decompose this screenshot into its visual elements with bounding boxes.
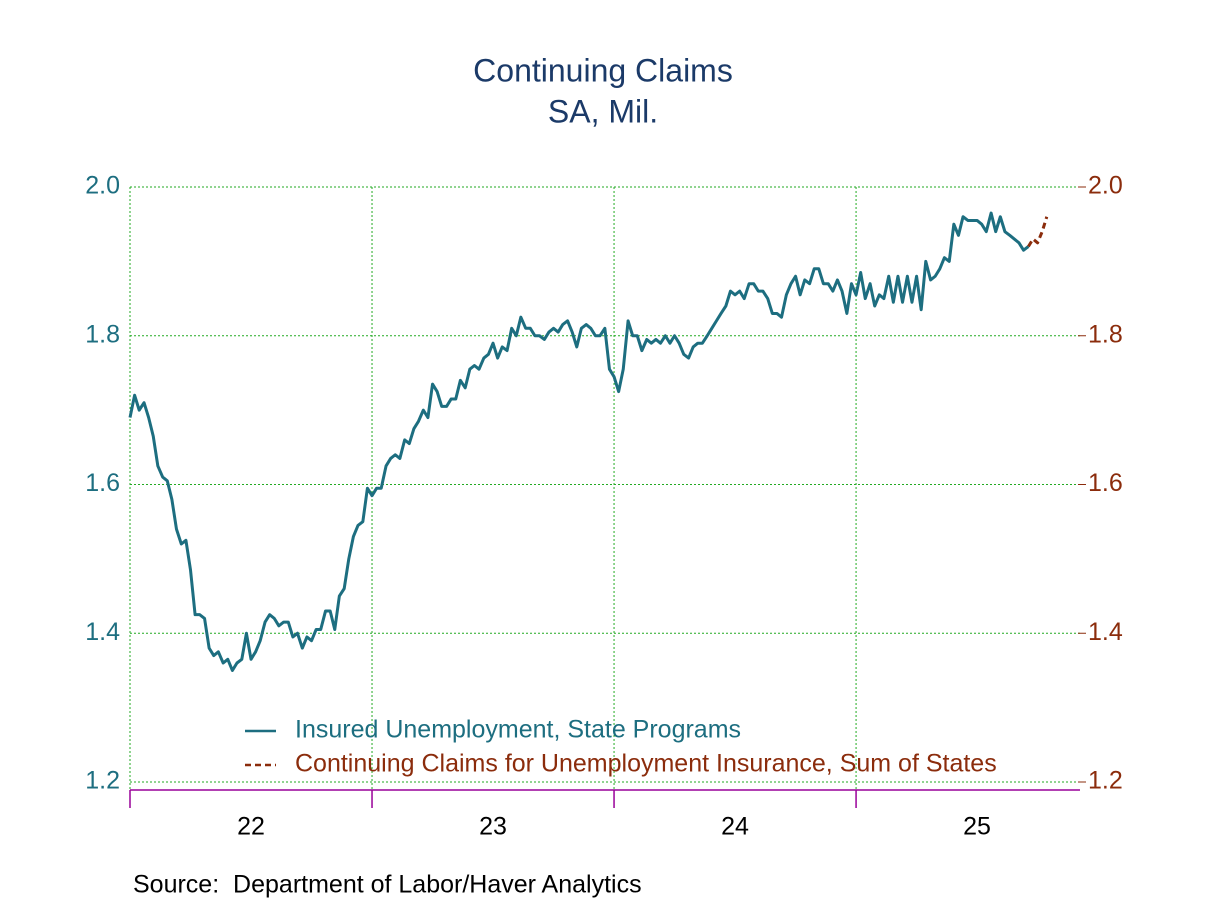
x-tick-label: 24 [721, 813, 749, 841]
y2-tick-label: 1.6 [1088, 469, 1123, 497]
y-tick-label: 1.6 [85, 469, 120, 497]
x-tick-label: 23 [479, 813, 507, 841]
x-tick-label: 22 [237, 813, 265, 841]
y2-tick-label: 2.0 [1088, 172, 1123, 200]
series-line [128, 211, 1030, 672]
y2-tick-label: 1.2 [1088, 767, 1123, 795]
y2-tick-label: 1.8 [1088, 320, 1123, 348]
series-line [1027, 216, 1049, 248]
x-tick-label: 25 [963, 813, 991, 841]
y-tick-label: 1.2 [85, 767, 120, 795]
legend-label: Continuing Claims for Unemployment Insur… [295, 750, 997, 778]
legend-label: Insured Unemployment, State Programs [295, 716, 741, 744]
y-tick-label: 1.8 [85, 320, 120, 348]
chart-subtitle: SA, Mil. [548, 93, 658, 129]
y-tick-label: 1.4 [85, 618, 120, 646]
source-note: Source: Department of Labor/Haver Analyt… [133, 871, 642, 899]
chart-title: Continuing Claims [473, 52, 733, 88]
y2-tick-label: 1.4 [1088, 618, 1123, 646]
y-tick-label: 2.0 [85, 172, 120, 200]
